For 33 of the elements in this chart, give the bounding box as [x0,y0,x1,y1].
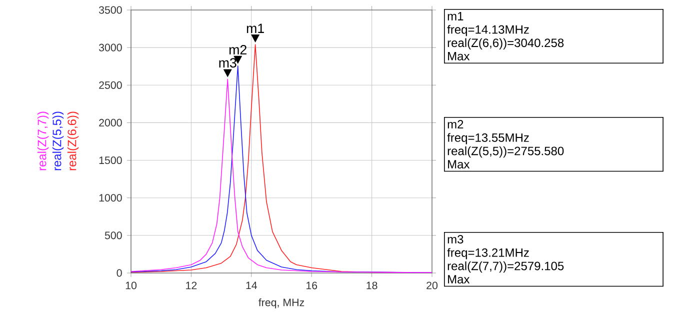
text: real(Z(7,7)) [37,112,49,170]
text: Max [448,52,470,60]
y-tick-label: 1500 [99,156,122,164]
text: Max [448,160,470,169]
x-tick-label: 16 [306,282,318,290]
text: real(Z(7,7))=2579.105 [448,261,564,273]
text: real(Z(6,6))=3040.258 [448,38,564,50]
x-tick-label: 14 [246,282,258,290]
x-tick-label: 20 [426,282,438,290]
text: real(Z(6,6)) [67,112,79,170]
annotation: m1 [246,24,264,33]
x-tick-label: 12 [186,282,197,290]
text: m3 [448,235,464,244]
y-tick-label: 2000 [99,118,122,126]
y-tick-label: 2500 [99,81,122,89]
text: freq=13.21MHz [447,248,529,260]
y-tick-label: 3500 [98,6,122,14]
annotation: m2 [229,45,246,54]
text: real(Z(5,5)) [52,112,64,170]
text: m2 [448,120,464,128]
text: m1 [448,12,464,20]
x-axis-title: freq, MHz [258,298,304,308]
y-tick-label: 3000 [98,44,122,52]
y-tick-label: 1000 [99,194,122,202]
text: Max [448,275,470,284]
text: real(Z(5,5))=2755.580 [448,146,564,158]
x-tick-label: 10 [126,282,137,290]
annotation: m3 [219,58,236,68]
y-tick-label: 0 [116,269,122,277]
y-tick-label: 500 [104,232,122,240]
x-tick-label: 18 [366,282,378,290]
text: freq=14.13MHz [447,24,529,36]
text: freq=13.55MHz [447,133,529,144]
